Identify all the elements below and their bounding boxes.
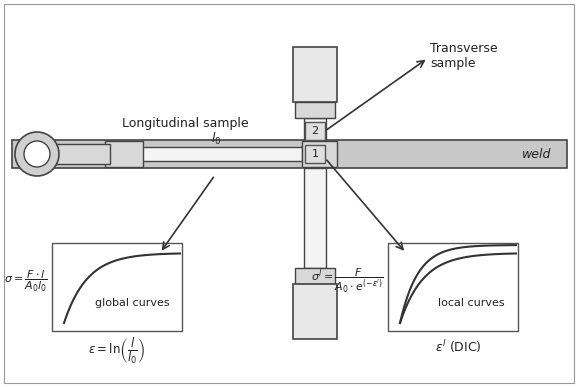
Bar <box>105 141 143 167</box>
Text: 1: 1 <box>312 149 318 159</box>
Circle shape <box>24 141 50 167</box>
Bar <box>302 141 337 167</box>
Bar <box>293 284 337 339</box>
Polygon shape <box>138 141 143 167</box>
Bar <box>138 147 302 161</box>
Text: Longitudinal sample: Longitudinal sample <box>122 117 248 130</box>
Text: 2: 2 <box>312 126 318 136</box>
Text: $\sigma^l = \dfrac{F}{A_0 \cdot e^{(-\varepsilon^l)}}$: $\sigma^l = \dfrac{F}{A_0 \cdot e^{(-\va… <box>311 267 384 295</box>
Circle shape <box>15 132 59 176</box>
Bar <box>55 144 110 164</box>
Text: weld: weld <box>522 147 552 161</box>
Text: global curves: global curves <box>95 298 169 308</box>
Bar <box>295 268 335 284</box>
Text: Transverse
sample: Transverse sample <box>430 42 497 70</box>
Bar <box>12 140 567 168</box>
Bar <box>305 122 325 140</box>
Bar <box>52 243 182 331</box>
Bar <box>304 168 326 268</box>
Bar <box>295 102 335 118</box>
Text: local curves: local curves <box>438 298 504 308</box>
Bar <box>305 145 325 163</box>
Text: $l_0$: $l_0$ <box>211 131 222 147</box>
Text: $\varepsilon^l$ (DIC): $\varepsilon^l$ (DIC) <box>435 339 481 355</box>
Polygon shape <box>302 141 337 167</box>
Text: $\varepsilon = \ln\!\left(\dfrac{l}{l_0}\right)$: $\varepsilon = \ln\!\left(\dfrac{l}{l_0}… <box>89 336 145 366</box>
Bar <box>304 118 326 140</box>
Bar <box>388 243 518 331</box>
Bar <box>293 47 337 102</box>
Text: $\sigma = \dfrac{F \cdot l}{A_0 l_0}$: $\sigma = \dfrac{F \cdot l}{A_0 l_0}$ <box>4 268 48 294</box>
